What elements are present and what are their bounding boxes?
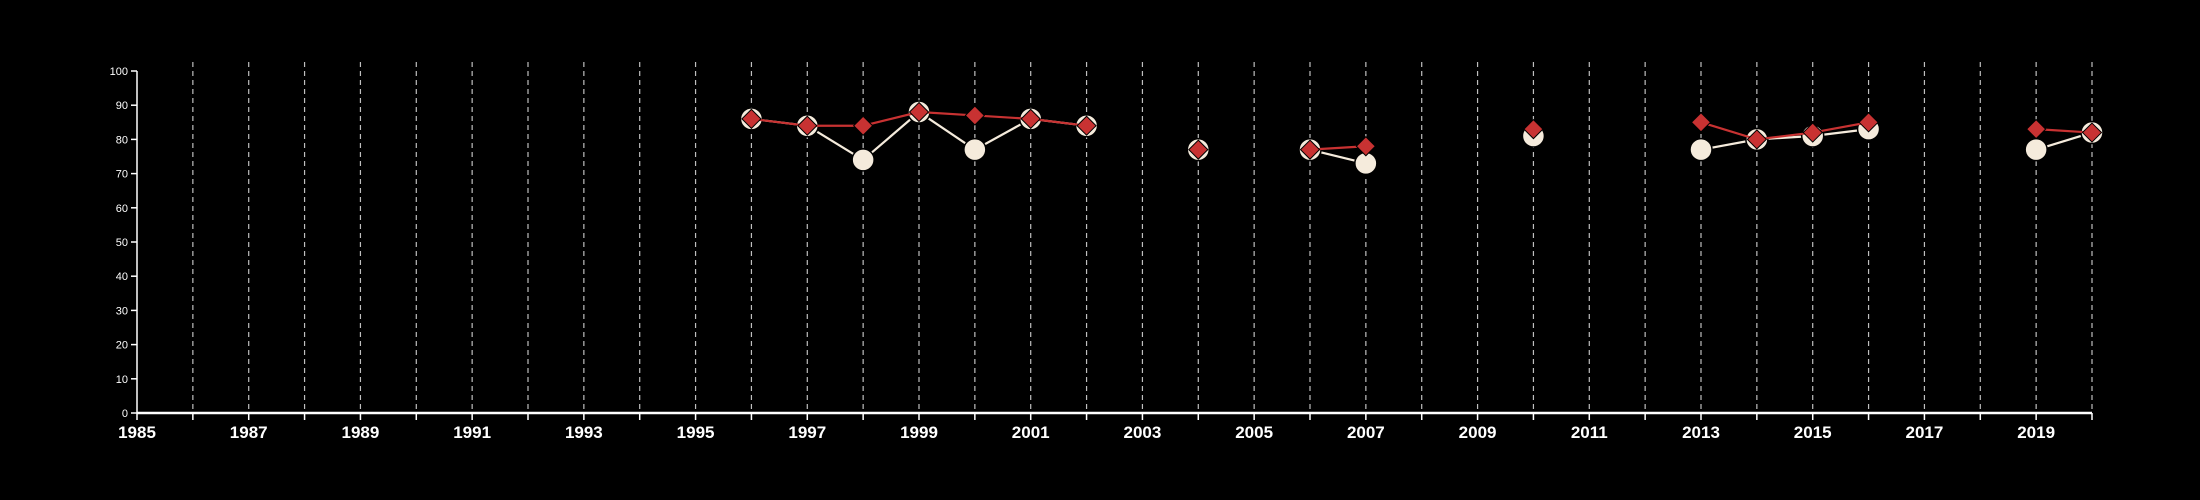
- series-1-point-2019: [2025, 118, 2047, 140]
- xtick-label-2007: 2007: [1347, 423, 1385, 442]
- series-0-point-2000: [963, 137, 987, 162]
- ytick-label-30: 30: [116, 305, 128, 317]
- series-1-point-2007: [1355, 136, 1377, 157]
- xtick-label-1989: 1989: [342, 423, 380, 442]
- series-1-point-2015: [1802, 122, 1823, 143]
- series-1-point-2002: [1076, 115, 1097, 136]
- series-group: [739, 100, 2104, 176]
- ytick-label-90: 90: [116, 100, 128, 112]
- series-1-point-1999: [908, 101, 930, 123]
- series-1-point-2020: [2081, 122, 2103, 143]
- ytick-label-80: 80: [116, 134, 128, 146]
- xtick-label-2017: 2017: [1906, 423, 1944, 442]
- xtick-label-2001: 2001: [1012, 423, 1050, 442]
- series-1-point-1996: [741, 108, 762, 130]
- xtick-label-2009: 2009: [1459, 423, 1497, 442]
- xtick-label-2015: 2015: [1794, 423, 1832, 442]
- series-1-point-2016: [1858, 112, 1879, 133]
- xtick-label-2013: 2013: [1682, 423, 1720, 442]
- ytick-label-40: 40: [116, 271, 128, 283]
- series-1-point-2010: [1523, 118, 1544, 140]
- series-1-point-1998: [852, 115, 874, 136]
- series-1-point-2013: [1690, 112, 1712, 133]
- xtick-label-1995: 1995: [677, 423, 715, 442]
- gridlines: [192, 62, 2093, 413]
- series-0-line-4: [1700, 128, 1869, 151]
- series-1-line-4: [1700, 121, 1869, 141]
- ytick-label-0: 0: [122, 408, 128, 420]
- series-0-point-2013: [1689, 137, 1713, 162]
- xtick-label-1987: 1987: [230, 423, 268, 442]
- xtick-label-1999: 1999: [900, 423, 938, 442]
- ytick-label-100: 100: [110, 66, 128, 78]
- series-1-point-1997: [797, 115, 818, 136]
- series-0-point-2019: [2024, 137, 2048, 162]
- ytick-label-70: 70: [116, 169, 128, 181]
- xtick-label-2005: 2005: [1235, 423, 1273, 442]
- series-1-point-2001: [1020, 108, 1041, 130]
- xtick-label-2019: 2019: [2017, 423, 2055, 442]
- xtick-label-2003: 2003: [1124, 423, 1162, 442]
- ytick-label-60: 60: [116, 203, 128, 215]
- axes: 0 10 20 30 40 50 60 70 80 90 100 1985 1987 1989 1991 19…: [110, 66, 2093, 442]
- xtick-label-1985: 1985: [118, 423, 156, 442]
- ytick-label-10: 10: [116, 374, 128, 386]
- series-0-point-1998: [851, 148, 875, 172]
- xtick-label-1997: 1997: [788, 423, 826, 442]
- xtick-label-1993: 1993: [565, 423, 603, 442]
- ytick-label-50: 50: [116, 237, 128, 249]
- series-1-group: [741, 101, 2103, 160]
- series-1-point-2006: [1299, 139, 1321, 160]
- ytick-label-20: 20: [116, 340, 128, 352]
- xtick-label-2011: 2011: [1571, 423, 1608, 442]
- xtick-label-1991: 1991: [453, 423, 491, 442]
- series-1-point-2000: [964, 105, 986, 126]
- series-1-point-2014: [1746, 129, 1768, 150]
- series-1-point-2004: [1188, 139, 1209, 160]
